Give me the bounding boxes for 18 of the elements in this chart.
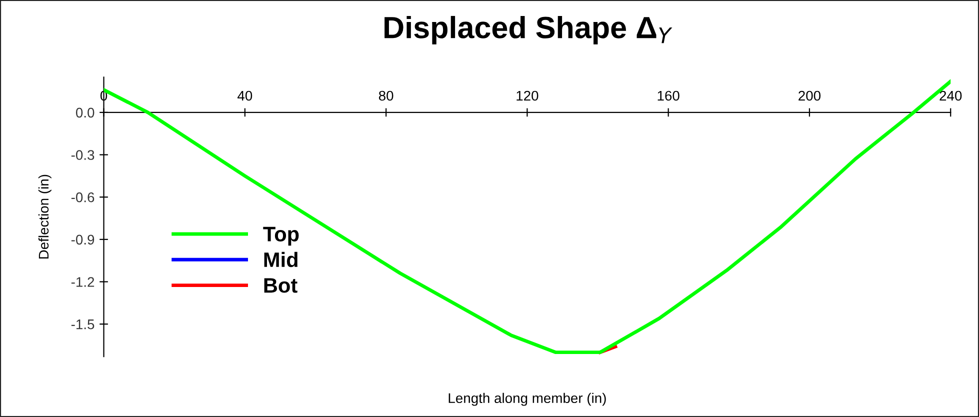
legend-label: Top xyxy=(263,226,299,246)
x-tick-label: 120 xyxy=(516,90,538,101)
y-tick-label: -0.9 xyxy=(71,234,94,245)
legend-label: Mid xyxy=(264,252,298,268)
chart-title: Displaced Shape Δ$_{Y}$ xyxy=(384,16,672,44)
x-tick-label: 160 xyxy=(658,90,680,101)
x-tick-label: 200 xyxy=(798,90,821,101)
y-tick-label: -1.2 xyxy=(71,277,94,287)
x-axis-title: Length along member (in) xyxy=(448,392,606,406)
x-tick-label: 80 xyxy=(378,90,394,101)
y-tick-label: 0.0 xyxy=(76,108,94,118)
y-tick-label: -0.6 xyxy=(71,192,94,202)
y-axis-title: Deflection (in) xyxy=(38,174,52,259)
legend-label: Bot xyxy=(264,278,298,293)
y-tick-label: -1.5 xyxy=(71,320,94,330)
x-tick-label: 40 xyxy=(238,90,252,101)
x-tick-label: 240 xyxy=(940,90,962,101)
y-tick-label: -0.3 xyxy=(71,150,94,160)
